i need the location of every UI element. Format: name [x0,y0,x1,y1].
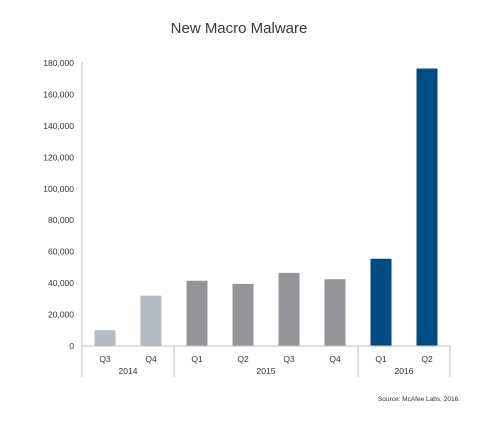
source-note: Source: McAfee Labs, 2016. [378,396,460,403]
x-group-label: 2014 [119,366,138,376]
chart-title: New Macro Malware [171,20,308,37]
bar [278,272,300,346]
x-group-label: 2015 [257,366,276,376]
x-tick-label: Q3 [283,354,295,364]
x-tick-label: Q4 [329,354,341,364]
y-axis: 0 20,000 40,000 60,000 80,000 100,000 120,000 1… [43,58,83,351]
y-tick-label: 20,000 [48,310,74,320]
x-tick-label: Q2 [421,354,433,364]
x-tick-label: Q1 [191,354,203,364]
x-tick-label: Q1 [375,354,387,364]
x-group-label: 2016 [395,366,414,376]
x-tick-label: Q4 [145,354,157,364]
bar [232,283,254,346]
y-tick-label: 140,000 [43,121,74,131]
y-tick-label: 180,000 [43,58,74,68]
bar [186,280,208,346]
y-tick-label: 60,000 [48,247,74,257]
x-tick-label: Q2 [237,354,249,364]
x-tick-label: Q3 [99,354,111,364]
y-tick-label: 100,000 [43,184,74,194]
bar [370,258,392,346]
y-tick-label: 160,000 [43,89,74,99]
y-tick-label: 80,000 [48,215,74,225]
bar [94,330,116,346]
bar [416,68,438,346]
bars [94,68,438,346]
bar [324,279,346,346]
y-tick-label: 0 [69,341,74,351]
x-axis: Q3 Q4 Q1 Q2 Q3 Q4 Q1 Q2 2014 2015 2016 [81,345,451,377]
bar [140,295,162,346]
y-tick-label: 40,000 [48,278,74,288]
y-tick-label: 120,000 [43,152,74,162]
